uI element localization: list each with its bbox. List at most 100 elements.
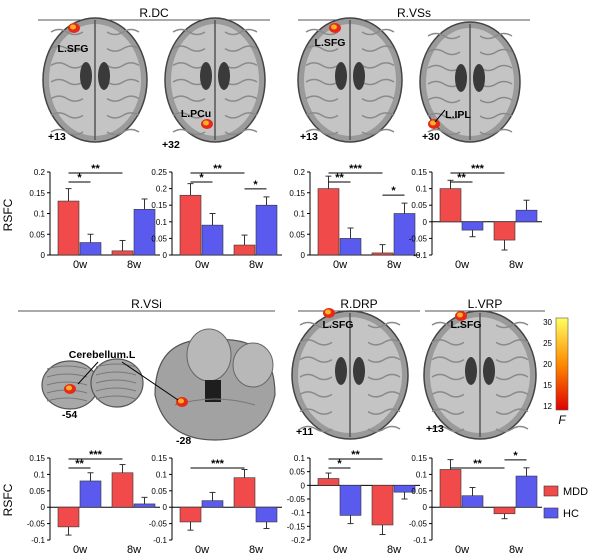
brain-slice [154, 328, 276, 441]
x-tick-label: 8w [509, 544, 523, 556]
section-title: L.VRP [468, 297, 503, 311]
colorbar-tick: 30 [543, 318, 552, 327]
gyrus-line [172, 78, 206, 86]
folia-line [95, 395, 137, 400]
gyrus-line [305, 45, 339, 52]
ventricle [98, 62, 110, 90]
region-label: L.SFG [58, 43, 89, 55]
section-title: R.VSi [131, 297, 162, 311]
gyrus-line [172, 112, 206, 119]
gyrus-line [367, 391, 401, 398]
y-tick-label: 0.1 [34, 470, 46, 479]
significance-marker: * [391, 185, 396, 197]
ventricle [335, 357, 347, 385]
significance-marker: * [199, 172, 204, 184]
colorbar-label: F [558, 413, 566, 427]
gyrus-line [431, 391, 465, 398]
gyrus-line [495, 373, 529, 381]
y-tick-label: 0.1 [294, 210, 306, 219]
gyrus-line [431, 356, 465, 363]
y-tick-label: 0.15 [29, 454, 45, 463]
folia-line [46, 373, 88, 378]
ventricle [335, 62, 347, 90]
gyrus-line [495, 391, 529, 398]
temporal-region [186, 328, 232, 382]
gyrus-line [299, 408, 333, 415]
gyrus-line [50, 128, 84, 136]
bar-mdd [493, 221, 516, 241]
gyrus-line [495, 356, 529, 363]
gyrus-line [361, 128, 395, 136]
y-tick-label: 0.05 [289, 468, 305, 477]
x-tick-label: 0w [455, 259, 469, 271]
x-tick-label: 8w [127, 259, 141, 271]
gyrus-line [106, 62, 140, 69]
x-tick-label: 8w [249, 544, 263, 556]
slice-number: +11 [296, 426, 313, 438]
brain-slice [291, 308, 409, 440]
folia-line [95, 387, 137, 392]
folia-line [46, 397, 88, 402]
temporal-region [232, 342, 274, 388]
y-tick-label: 0.15 [411, 168, 427, 177]
ventricle [353, 357, 365, 385]
brain-slice [423, 310, 537, 440]
gyrus-line [106, 78, 140, 86]
ventricle [353, 62, 365, 90]
folia-line [46, 365, 88, 370]
activation-core [457, 312, 463, 318]
bar-hc [201, 500, 224, 508]
section-title: R.VSs [397, 6, 431, 20]
y-tick-label: 0 [301, 481, 306, 490]
y-tick-label: 0.05 [411, 201, 427, 210]
y-axis-label: RSFC [1, 198, 15, 231]
gyrus-line [172, 128, 206, 136]
y-tick-label: 0.1 [294, 454, 306, 463]
slice-number: +13 [426, 423, 444, 435]
y-tick-label: 0.2 [34, 168, 46, 177]
bar-mdd [493, 506, 516, 515]
region-label: L.SFG [451, 319, 482, 331]
gyrus-line [224, 28, 258, 36]
y-tick-label: 0.05 [151, 487, 167, 496]
significance-marker: ** [213, 163, 222, 175]
region-label: L.IPL [445, 109, 471, 121]
gyrus-line [367, 425, 401, 433]
bar-mdd [439, 188, 462, 223]
bar-mdd [179, 194, 202, 256]
x-tick-label: 8w [387, 544, 401, 556]
gyrus-line [361, 28, 395, 36]
legend-label: HC [563, 508, 579, 520]
bar-hc [133, 503, 156, 508]
y-tick-label: 0 [423, 218, 428, 227]
gyrus-line [50, 95, 84, 102]
bar-mdd [233, 244, 256, 256]
significance-marker: * [77, 172, 82, 184]
significance-marker: * [513, 450, 518, 462]
significance-marker: ** [457, 172, 466, 184]
legend-swatch [543, 485, 559, 497]
gyrus-line [299, 391, 333, 398]
y-tick-label: -0.05 [287, 495, 306, 504]
gyrus-line [431, 425, 465, 433]
y-tick-label: 0.15 [151, 201, 167, 210]
brain-slice [164, 17, 266, 143]
gyrus-line [50, 62, 84, 69]
gyrus-line [50, 28, 84, 36]
gyrus-line [172, 95, 206, 102]
x-tick-label: 0w [455, 544, 469, 556]
colorbar-tick: 15 [543, 381, 552, 390]
gyrus-line [50, 112, 84, 119]
gyrus-line [299, 425, 333, 433]
activation-core [430, 120, 436, 126]
gyrus-line [479, 128, 513, 136]
activation-core [331, 24, 337, 30]
legend-label: MDD [563, 486, 588, 498]
gyrus-line [479, 80, 513, 88]
gyrus-line [299, 321, 333, 329]
bar-hc [461, 221, 484, 231]
y-axis-label: RSFC [1, 483, 15, 516]
y-tick-label: 0 [41, 503, 46, 512]
gyrus-line [427, 112, 461, 120]
colorbar-tick: 12 [543, 402, 552, 411]
